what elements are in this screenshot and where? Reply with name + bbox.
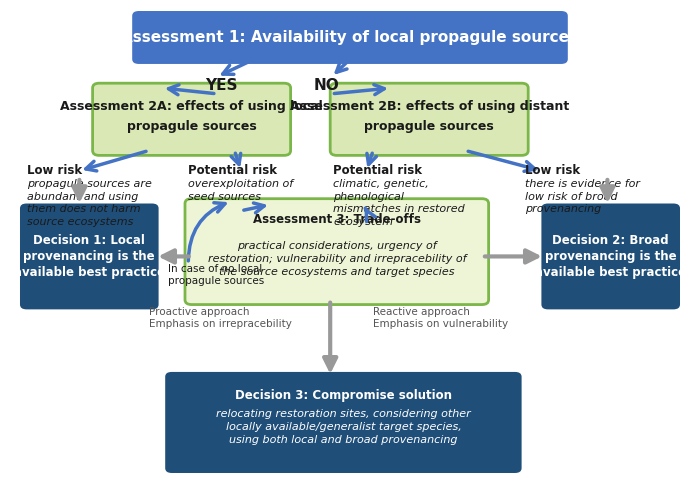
FancyBboxPatch shape bbox=[185, 199, 489, 304]
Text: Low risk: Low risk bbox=[525, 164, 580, 177]
Text: relocating restoration sites, considering other
locally available/generalist tar: relocating restoration sites, considerin… bbox=[216, 409, 471, 445]
FancyBboxPatch shape bbox=[541, 203, 680, 309]
Text: propagule sources are
abundant and using
them does not harm
source ecosystems: propagule sources are abundant and using… bbox=[27, 180, 151, 227]
Text: propagule sources: propagule sources bbox=[364, 121, 494, 134]
Text: Assessment 2A: effects of using local: Assessment 2A: effects of using local bbox=[60, 100, 323, 113]
Text: Assessment 2B: effects of using distant: Assessment 2B: effects of using distant bbox=[290, 100, 569, 113]
FancyBboxPatch shape bbox=[330, 83, 528, 155]
Text: Assessment 1: Availability of local propagule sources: Assessment 1: Availability of local prop… bbox=[122, 30, 578, 45]
Text: Decision 2: Broad
provenancing is the
available best practice: Decision 2: Broad provenancing is the av… bbox=[535, 234, 686, 279]
Text: Potential risk: Potential risk bbox=[333, 164, 423, 177]
Text: propagule sources: propagule sources bbox=[127, 121, 256, 134]
Text: Proactive approach
Emphasis on irrepracebility: Proactive approach Emphasis on irreprace… bbox=[148, 307, 292, 330]
FancyBboxPatch shape bbox=[92, 83, 290, 155]
FancyBboxPatch shape bbox=[165, 372, 522, 473]
Text: In case of no local
propagule sources: In case of no local propagule sources bbox=[169, 264, 265, 286]
Text: Potential risk: Potential risk bbox=[188, 164, 277, 177]
Text: Decision 3: Compromise solution: Decision 3: Compromise solution bbox=[235, 390, 452, 403]
Text: there is evidence for
low risk of broad
provenancing: there is evidence for low risk of broad … bbox=[525, 180, 640, 214]
Text: Assessment 3: Trade-offs: Assessment 3: Trade-offs bbox=[253, 213, 421, 226]
Text: NO: NO bbox=[314, 78, 340, 93]
Text: climatic, genetic,
phenological
mismatches in restored
ecosystem: climatic, genetic, phenological mismatch… bbox=[333, 180, 466, 227]
Text: Decision 1: Local
provenancing is the
available best practice: Decision 1: Local provenancing is the av… bbox=[14, 234, 165, 279]
FancyBboxPatch shape bbox=[132, 11, 568, 64]
Text: practical considerations, urgency of
restoration; vulnerability and irrepracebil: practical considerations, urgency of res… bbox=[207, 241, 466, 277]
Text: overexploitation of
seed sources: overexploitation of seed sources bbox=[188, 180, 293, 202]
FancyBboxPatch shape bbox=[20, 203, 159, 309]
Text: Low risk: Low risk bbox=[27, 164, 82, 177]
Text: Reactive approach
Emphasis on vulnerability: Reactive approach Emphasis on vulnerabil… bbox=[373, 307, 508, 330]
Text: YES: YES bbox=[205, 78, 237, 93]
